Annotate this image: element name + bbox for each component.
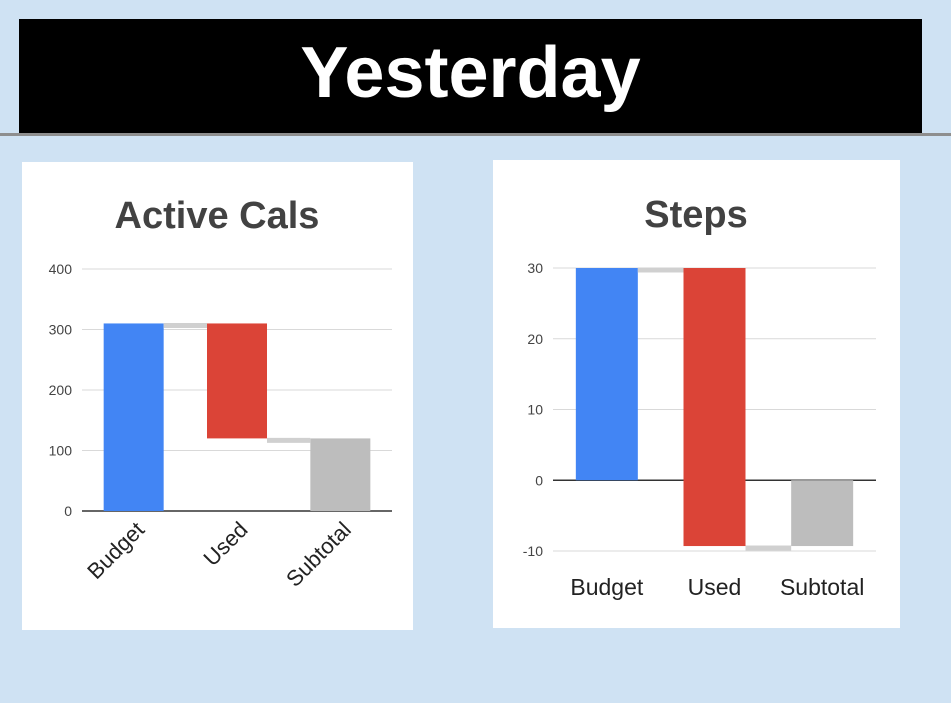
- x-category-label: Subtotal: [281, 517, 356, 592]
- y-tick-label: 400: [49, 261, 73, 277]
- y-tick-label: 20: [527, 331, 543, 347]
- x-category-label: Used: [199, 517, 253, 571]
- y-tick-label: 30: [527, 260, 543, 276]
- active-cals-chart-card: Active Cals 0 100 200 300 400 Budget Used Subtot…: [22, 162, 413, 630]
- active-cals-chart: Active Cals 0 100 200 300 400 Budget Used Subtot…: [49, 195, 392, 592]
- y-tick-label: 100: [49, 443, 73, 459]
- chart-title: Steps: [644, 194, 747, 236]
- header-banner: Yesterday: [19, 19, 922, 133]
- y-tick-label: 300: [49, 322, 73, 338]
- steps-chart: Steps -10 0 10 20 30 Budget Used Subtotal: [523, 194, 876, 600]
- header-divider: [0, 133, 951, 136]
- x-category-label: Budget: [82, 517, 149, 584]
- x-category-label: Budget: [570, 574, 644, 600]
- bar-used: [207, 323, 267, 439]
- y-tick-label: 0: [535, 472, 543, 488]
- y-tick-label: -10: [523, 543, 543, 559]
- bar-subtotal: [791, 480, 854, 547]
- x-category-label: Subtotal: [780, 574, 864, 600]
- bar-used: [683, 268, 746, 547]
- y-tick-label: 200: [49, 382, 73, 398]
- chart-title: Active Cals: [115, 195, 320, 237]
- bar-subtotal: [310, 438, 371, 511]
- bar-budget: [103, 323, 164, 511]
- y-tick-label: 0: [64, 503, 72, 519]
- bar-budget: [575, 268, 638, 481]
- y-tick-label: 10: [527, 402, 543, 418]
- x-category-label: Used: [688, 574, 742, 600]
- page-title: Yesterday: [300, 33, 641, 113]
- steps-chart-card: Steps -10 0 10 20 30 Budget Used Subtotal: [493, 160, 900, 628]
